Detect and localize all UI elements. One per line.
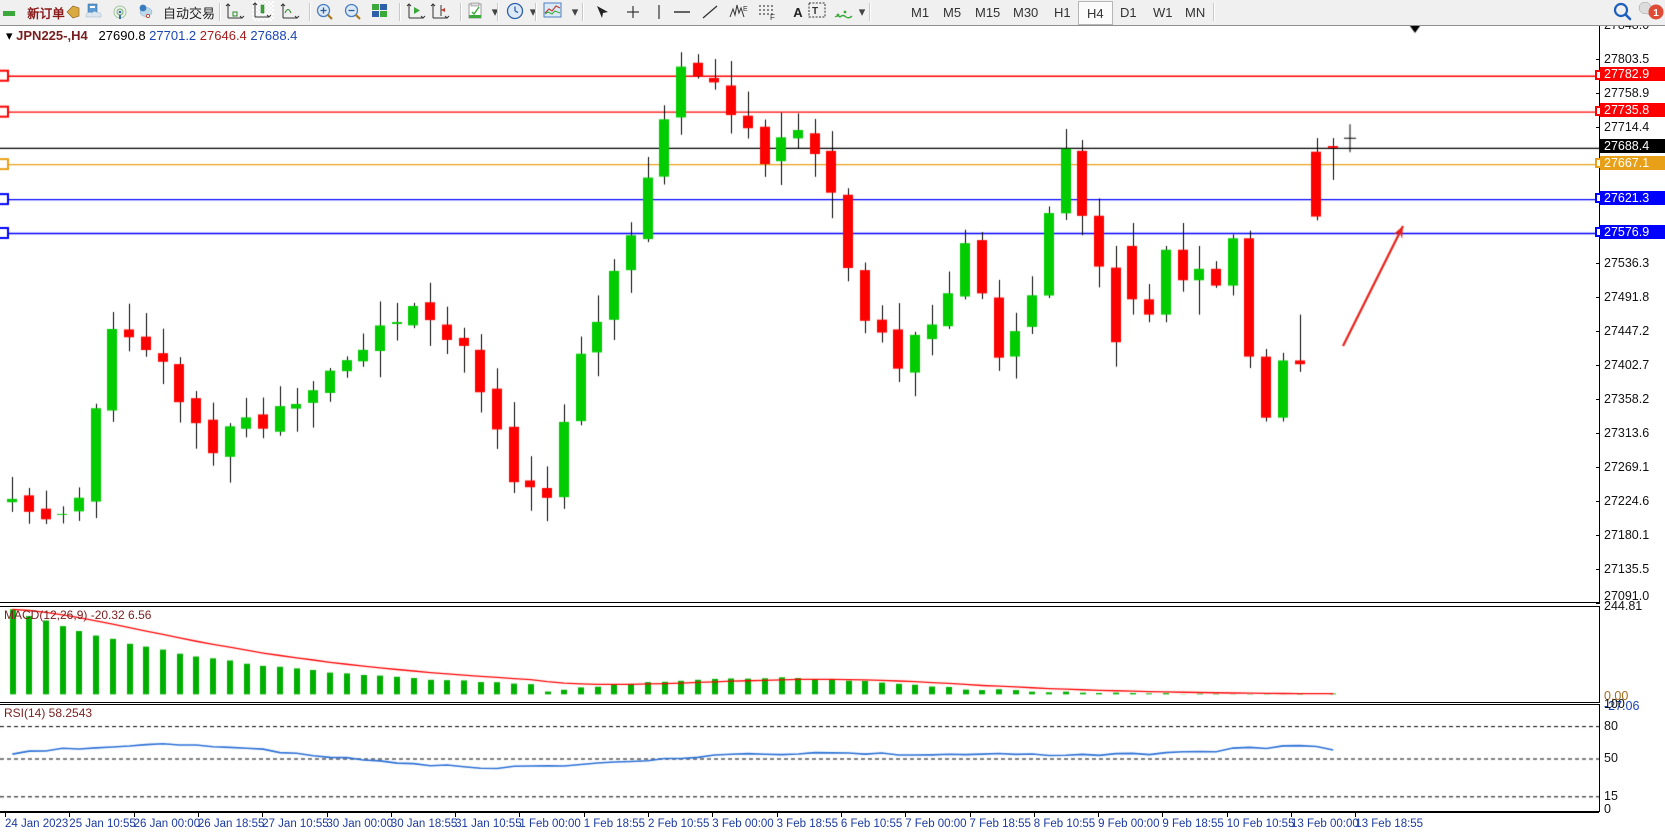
svg-text:E: E xyxy=(743,6,748,13)
svg-text:F: F xyxy=(770,13,775,21)
svg-text:1: 1 xyxy=(1653,8,1659,19)
svg-text:T: T xyxy=(812,6,818,17)
